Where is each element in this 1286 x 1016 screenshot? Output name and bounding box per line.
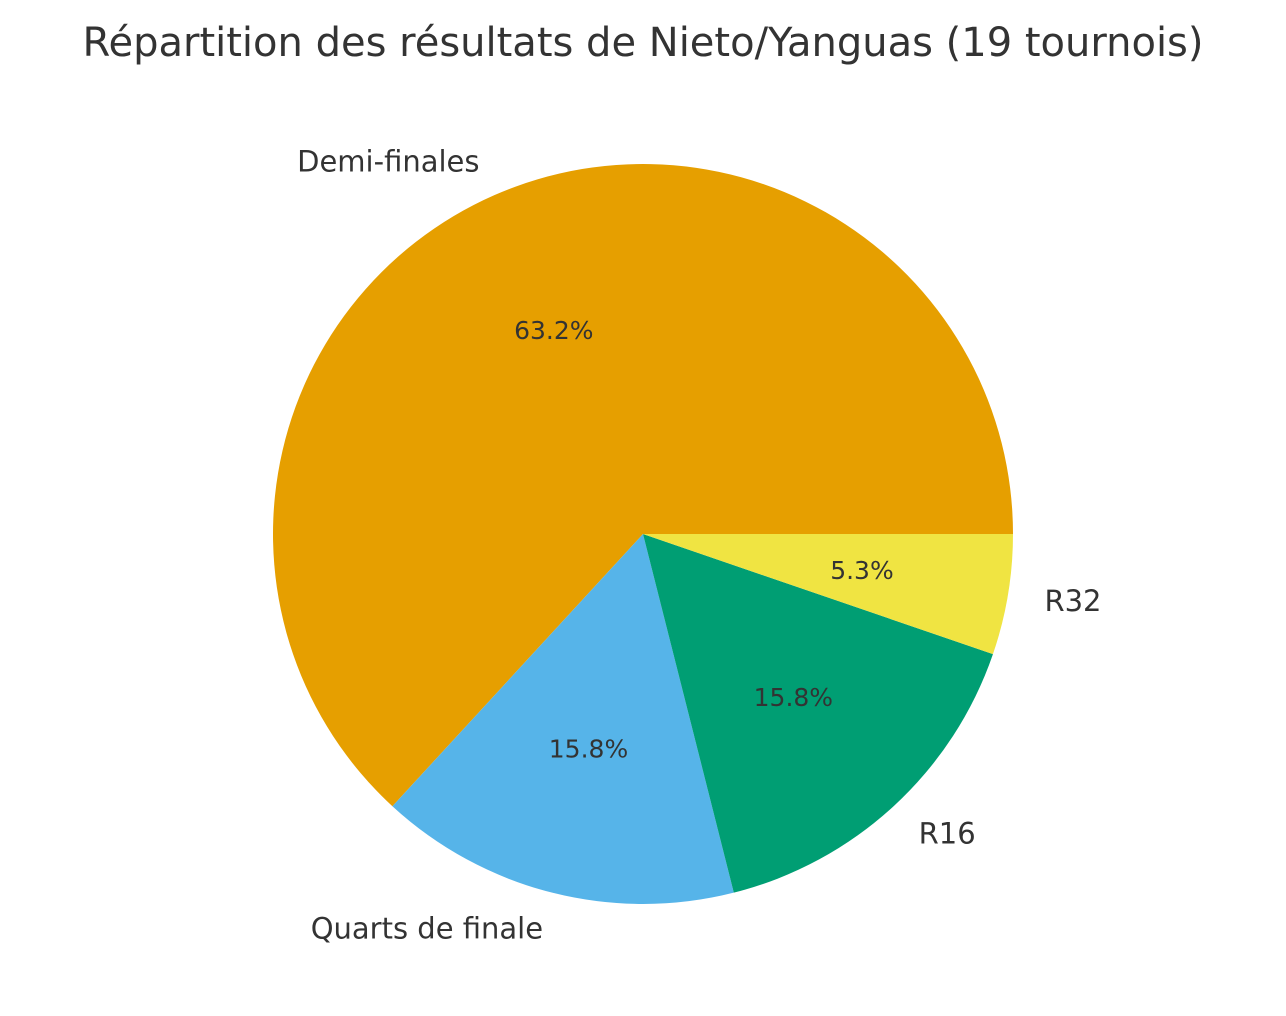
slice-percent-demi-finales: 63.2% [514, 316, 593, 345]
chart-title: Répartition des résultats de Nieto/Yangu… [83, 20, 1204, 66]
slice-label-quarts-de-finale: Quarts de finale [311, 912, 543, 946]
slice-percent-r32: 5.3% [830, 556, 894, 585]
pie-slice-r32 [643, 534, 1013, 655]
slice-percent-r16: 15.8% [754, 683, 833, 712]
slice-label-r32: R32 [1044, 584, 1101, 618]
slice-label-r16: R16 [919, 816, 976, 850]
slice-percent-quarts-de-finale: 15.8% [549, 735, 628, 764]
pie-slice-demi-finales [272, 163, 1013, 807]
pie-slice-r16 [643, 534, 993, 893]
pie-slice-quarts-de-finale [392, 534, 734, 905]
slice-label-demi-finales: Demi-finales [297, 144, 479, 178]
pie-slices [272, 163, 1013, 905]
pie-labels: Demi-finales 63.2% Quarts de finale 15.8% R1… [297, 144, 1101, 945]
